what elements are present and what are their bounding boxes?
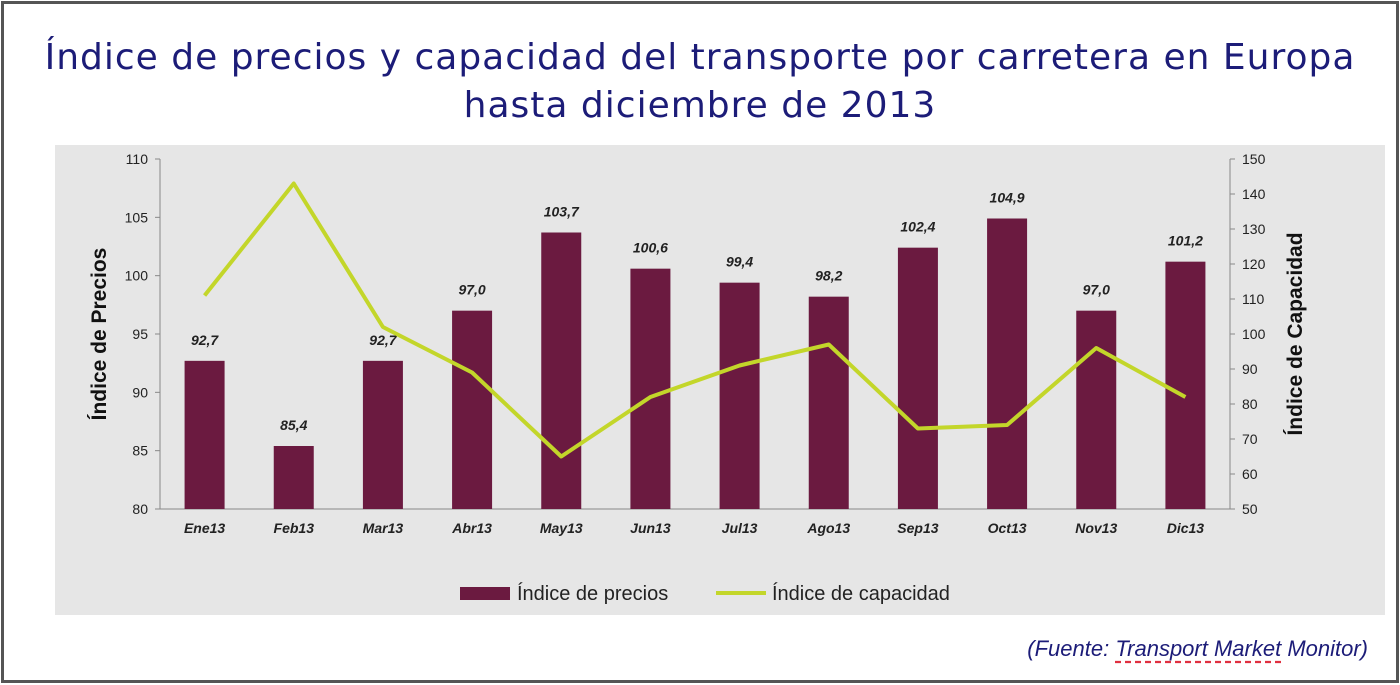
y-tick-label: 100: [125, 268, 149, 284]
bar-Oct13: [987, 218, 1028, 509]
y2-tick-label: 130: [1242, 221, 1266, 237]
x-tick-label: May13: [540, 520, 583, 536]
data-label: 85,4: [280, 417, 307, 433]
data-label: 98,2: [815, 268, 842, 284]
y2-tick-label: 80: [1242, 396, 1258, 412]
x-tick-label: Feb13: [274, 520, 315, 536]
data-label: 103,7: [544, 204, 580, 220]
y2-axis-title: Índice de Capacidad: [1284, 232, 1307, 435]
y-axis-title: Índice de Precios: [88, 248, 111, 421]
source-note: (Fuente: Transport Market Monitor): [1027, 636, 1368, 662]
legend-bar-label: Índice de precios: [517, 582, 668, 605]
x-tick-label: Sep13: [897, 520, 938, 536]
y2-tick-label: 50: [1242, 501, 1258, 517]
y2-tick-label: 150: [1242, 151, 1266, 167]
y2-tick-label: 120: [1242, 256, 1266, 272]
data-label: 92,7: [191, 332, 219, 348]
title-line-2: hasta diciembre de 2013: [463, 85, 937, 126]
y-tick-label: 95: [132, 326, 148, 342]
x-tick-label: Ago13: [806, 520, 850, 536]
source-suffix: Monitor): [1281, 636, 1368, 661]
source-underlined: Transport Market: [1115, 636, 1282, 661]
data-label: 101,2: [1168, 233, 1203, 249]
y-tick-label: 105: [125, 209, 149, 225]
y2-tick-label: 60: [1242, 466, 1258, 482]
y2-tick-label: 90: [1242, 361, 1258, 377]
bar-Dic13: [1165, 261, 1206, 509]
data-label: 92,7: [369, 332, 397, 348]
y-tick-label: 110: [126, 151, 149, 167]
bar-Mar13: [362, 360, 403, 509]
x-tick-label: Jul13: [722, 520, 758, 536]
data-label: 100,6: [633, 240, 668, 256]
data-label: 97,0: [458, 282, 485, 298]
x-tick-label: Oct13: [988, 520, 1027, 536]
y2-tick-label: 70: [1242, 431, 1258, 447]
data-label: 99,4: [726, 254, 753, 270]
x-tick-label: Dic13: [1167, 520, 1205, 536]
capacity-line: [203, 181, 1187, 459]
bar-Jul13: [719, 282, 760, 509]
x-tick-label: Abr13: [451, 520, 492, 536]
y2-tick-label: 100: [1242, 326, 1266, 342]
data-label: 97,0: [1083, 282, 1110, 298]
legend-bar-swatch: [460, 587, 510, 600]
y2-tick-label: 110: [1242, 291, 1265, 307]
x-tick-label: Nov13: [1075, 520, 1117, 536]
x-tick-label: Jun13: [630, 520, 671, 536]
bar-Abr13: [452, 310, 493, 509]
bar-Ene13: [184, 360, 225, 509]
bar-Sep13: [897, 247, 938, 509]
x-tick-label: Ene13: [184, 520, 225, 536]
legend-line-label: Índice de capacidad: [772, 582, 950, 605]
data-label: 104,9: [990, 190, 1025, 206]
y2-tick-label: 140: [1242, 186, 1266, 202]
chart-title: Índice de precios y capacidad del transp…: [0, 34, 1400, 130]
y-tick-label: 80: [132, 501, 148, 517]
bar-Feb13: [273, 446, 314, 509]
bar-Ago13: [808, 296, 849, 509]
bar-Jun13: [630, 268, 671, 509]
y-tick-label: 85: [132, 443, 148, 459]
source-prefix: (Fuente:: [1027, 636, 1116, 661]
bar-Nov13: [1076, 310, 1117, 509]
y-tick-label: 90: [132, 384, 148, 400]
x-tick-label: Mar13: [363, 520, 404, 536]
data-label: 102,4: [900, 219, 935, 235]
title-line-1: Índice de precios y capacidad del transp…: [44, 37, 1356, 78]
bar-May13: [541, 232, 582, 509]
